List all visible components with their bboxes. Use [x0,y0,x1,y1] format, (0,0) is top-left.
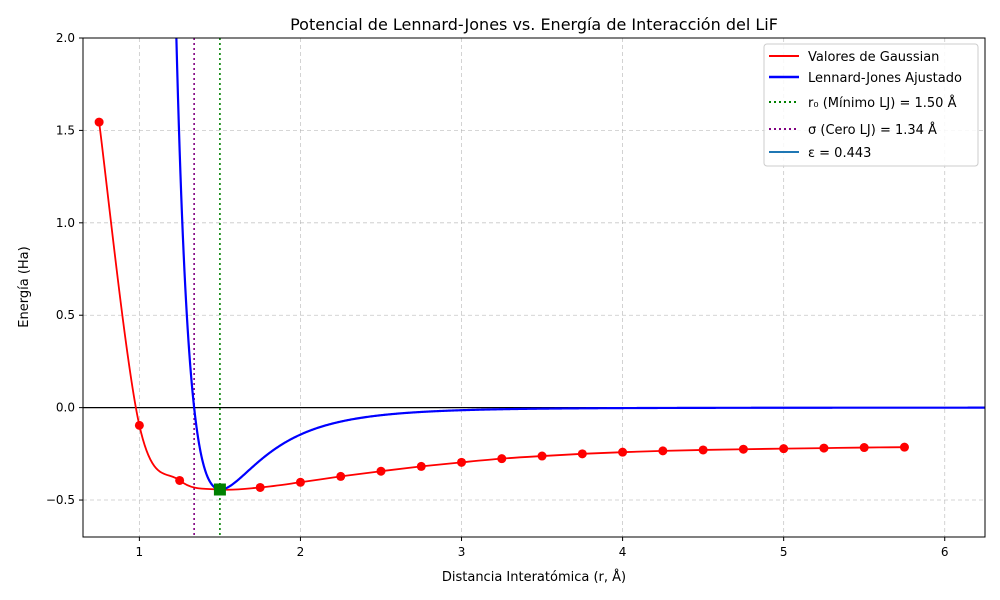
legend-label-lennard-jones: Lennard-Jones Ajustado [808,71,962,86]
y-tick-label: 1.5 [56,123,75,137]
legend-label-r0: r₀ (Mínimo LJ) = 1.50 Å [808,95,957,111]
gaussian-point [738,444,748,454]
x-tick-label: 1 [136,545,144,559]
y-tick-label: 2.0 [56,31,75,45]
gaussian-point [94,117,104,127]
gaussian-point [295,477,305,487]
x-axis-label: Distancia Interatómica (r, Å) [442,569,626,585]
gaussian-point [457,457,467,467]
x-axis: 1 2 3 4 5 6 [136,537,949,559]
x-tick-label: 5 [780,545,788,559]
y-axis-label: Energía (Ha) [17,246,32,327]
gaussian-point [336,471,346,481]
minimum-marker [213,483,226,496]
gaussian-point [577,449,587,459]
legend: Valores de Gaussian Lennard-Jones Ajusta… [763,43,979,167]
y-axis: −0.5 0.0 0.5 1.0 1.5 2.0 [46,31,83,507]
gaussian-point [618,447,628,457]
gaussian-point [376,466,386,476]
gaussian-point [416,461,426,471]
x-tick-label: 4 [619,545,627,559]
y-tick-label: 0.5 [56,308,75,322]
gaussian-point [175,475,185,485]
y-tick-label: 1.0 [56,216,75,230]
gaussian-point [698,445,708,455]
gaussian-point [255,482,265,492]
y-tick-label: 0.0 [56,401,75,415]
x-tick-label: 6 [941,545,949,559]
gaussian-point [779,444,789,454]
gaussian-point [658,446,668,456]
gaussian-point [134,420,144,430]
legend-box [763,43,979,167]
legend-label-epsilon: ε = 0.443 [808,146,871,161]
legend-label-sigma: σ (Cero LJ) = 1.34 Å [808,122,937,138]
gaussian-point [899,442,909,452]
plot-frame [82,37,986,538]
gaussian-point [497,454,507,464]
x-tick-label: 2 [297,545,305,559]
legend-label-gaussian: Valores de Gaussian [808,50,939,65]
gaussian-point [537,451,547,461]
lennard-jones-curve [175,38,985,491]
gaussian-point [819,443,829,453]
x-tick-label: 3 [458,545,466,559]
y-tick-label: −0.5 [46,493,75,507]
chart-title: Potencial de Lennard-Jones vs. Energía d… [290,15,778,34]
gaussian-point [859,443,869,453]
plot-area [83,38,985,537]
gaussian-curve [98,121,905,491]
